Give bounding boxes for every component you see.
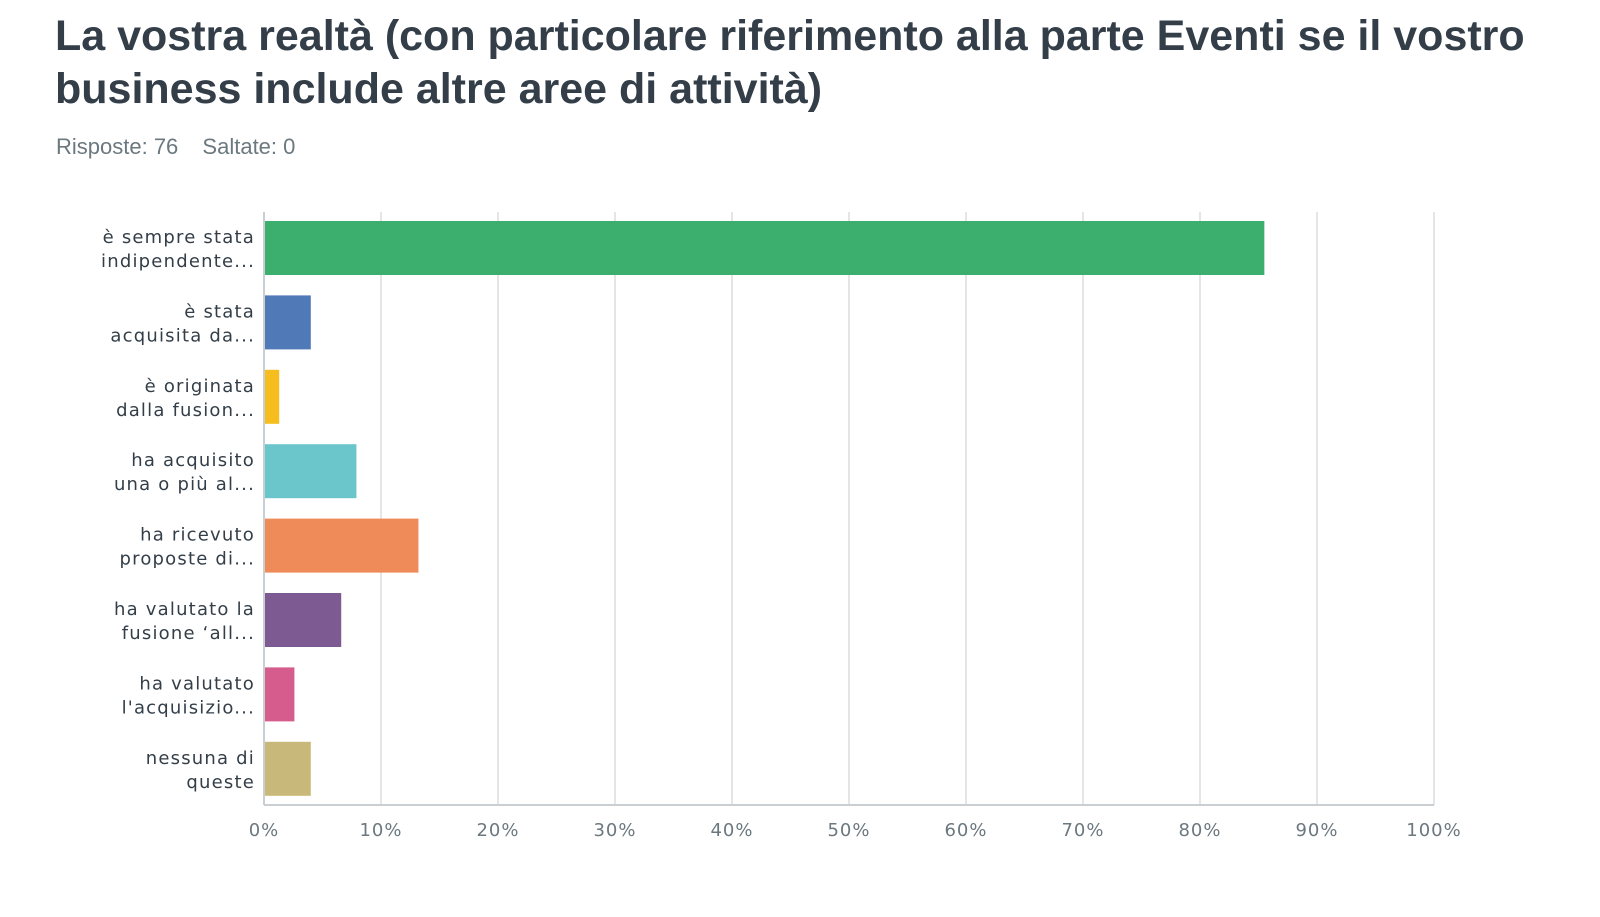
bar-6[interactable] — [264, 593, 342, 647]
bar-4[interactable] — [264, 444, 357, 499]
bar-8[interactable] — [264, 741, 311, 796]
category-label: ha ricevuto proposte di... — [119, 525, 255, 570]
x-tick-label: 70% — [1061, 820, 1104, 841]
category-label: ha valutato l'acquisizio... — [122, 673, 255, 718]
category-label: ha valutato la fusione ‘all... — [114, 599, 255, 644]
category-label: nessuna di queste — [146, 748, 255, 793]
bars — [264, 221, 1265, 796]
x-tick-label: 30% — [593, 820, 636, 841]
bar-3[interactable] — [264, 369, 280, 424]
response-stats: Risposte: 76 Saltate: 0 — [56, 134, 313, 160]
x-tick-label: 90% — [1295, 820, 1338, 841]
bar-2[interactable] — [264, 295, 311, 350]
x-tick-label: 20% — [476, 820, 519, 841]
bar-7[interactable] — [264, 667, 295, 722]
x-tick-label: 60% — [944, 820, 987, 841]
x-tick-label: 80% — [1178, 820, 1221, 841]
gridlines — [380, 212, 1435, 805]
x-tick-label: 0% — [249, 820, 280, 841]
chart-title: La vostra realtà (con particolare riferi… — [55, 12, 1525, 113]
x-tick-label: 40% — [710, 820, 753, 841]
answered-count: Risposte: 76 — [56, 134, 179, 159]
category-label: è originata dalla fusion... — [116, 376, 255, 421]
x-tick-label: 50% — [827, 820, 870, 841]
x-axis-ticks: 0% 10% 20% 30% 40% 50% 60% 70% 80% 90% 100% — [249, 820, 1461, 841]
x-tick-label: 10% — [359, 820, 402, 841]
bar-5[interactable] — [264, 518, 419, 573]
category-label: è sempre stata indipendente... — [101, 227, 255, 272]
category-label: ha acquisito una o più al... — [114, 450, 255, 495]
skipped-count: Saltate: 0 — [202, 134, 296, 159]
x-tick-label: 100% — [1406, 820, 1461, 841]
category-label: è stata acquisita da... — [110, 301, 255, 346]
bar-1[interactable] — [264, 221, 1265, 275]
category-labels: è sempre stata indipendente... è stata acqu… — [101, 227, 255, 793]
